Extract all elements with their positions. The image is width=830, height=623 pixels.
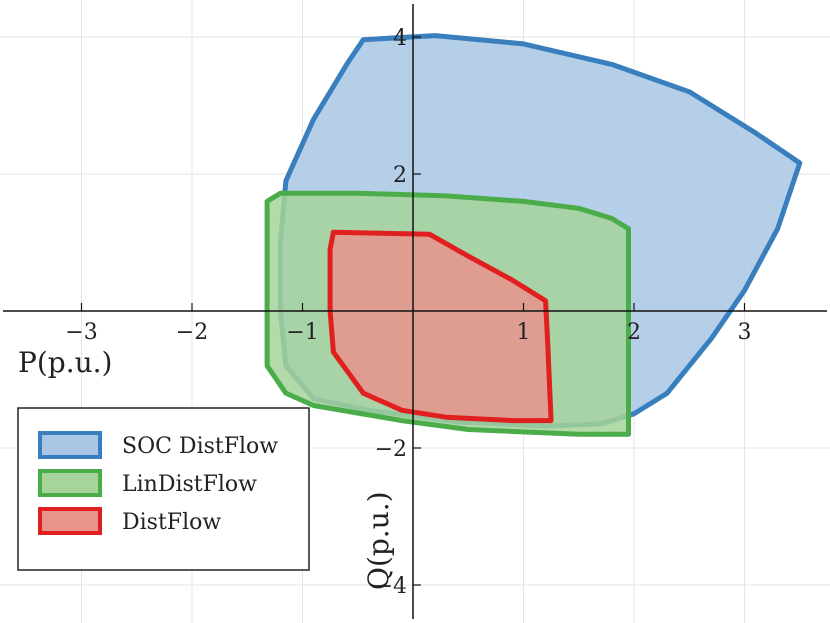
x-tick-label: −1: [286, 320, 318, 345]
y-tick-label: −4: [375, 574, 407, 599]
x-axis-title: P(p.u.): [18, 346, 112, 379]
x-tick-label: −2: [176, 320, 208, 345]
series-area-2: [327, 229, 554, 424]
axis-layer: −3 −2 −1 1 2 3 4 2 −2 −4: [3, 4, 827, 619]
legend-swatch-2: [38, 507, 102, 535]
y-tick-label: 4: [393, 26, 407, 51]
legend-swatch-0: [38, 431, 102, 459]
x-tick-label: 2: [627, 320, 641, 345]
legend-label-2: DistFlow: [122, 510, 221, 535]
legend-swatch-1: [38, 469, 102, 497]
y-tick-label: 2: [393, 163, 407, 188]
y-axis-title: Q(p.u.): [362, 491, 395, 590]
legend: SOC DistFlow LinDistFlow DistFlow: [17, 407, 310, 571]
x-tick-label: −3: [65, 320, 97, 345]
legend-label-1: LinDistFlow: [122, 472, 257, 497]
label-layer: P(p.u.) Q(p.u.): [18, 346, 395, 590]
legend-label-0: SOC DistFlow: [122, 434, 278, 459]
area-layer: [264, 33, 803, 437]
y-tick-label: −2: [375, 437, 407, 462]
x-tick-label: 3: [738, 320, 752, 345]
x-tick-label: 1: [517, 320, 531, 345]
